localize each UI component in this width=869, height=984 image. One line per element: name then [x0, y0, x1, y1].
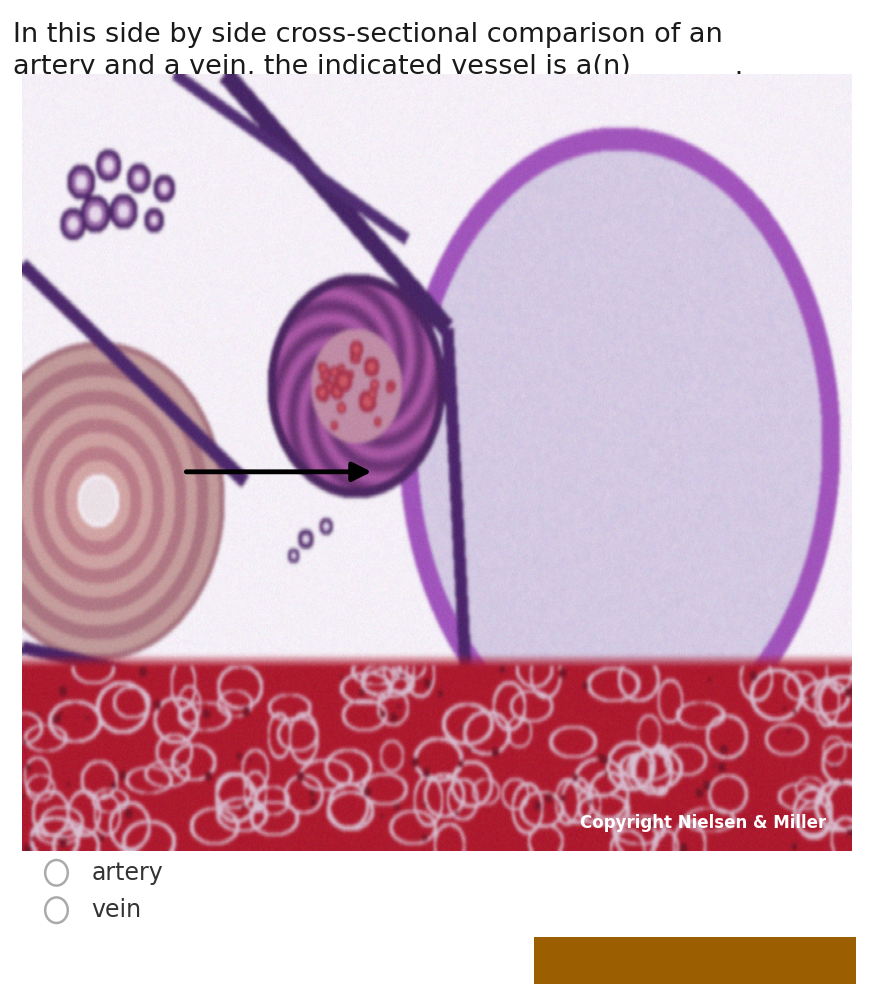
FancyBboxPatch shape — [515, 936, 869, 984]
Text: Copyright Nielsen & Miller: Copyright Nielsen & Miller — [580, 814, 826, 831]
Text: In this side by side cross-sectional comparison of an: In this side by side cross-sectional com… — [13, 22, 723, 47]
Text: artery and a vein, the indicated vessel is a(n) _______.: artery and a vein, the indicated vessel … — [13, 54, 743, 80]
Text: vein: vein — [91, 898, 142, 922]
Text: artery: artery — [91, 861, 163, 885]
